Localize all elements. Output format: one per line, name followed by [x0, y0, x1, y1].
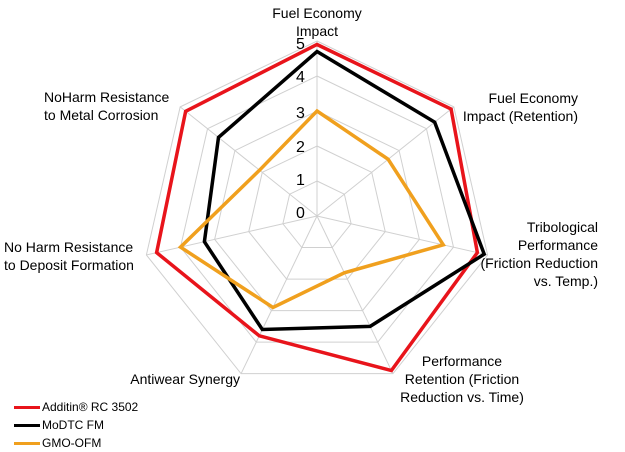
- axis-label-2-line-3: vs. Temp.): [534, 273, 598, 289]
- tick-label-4: 4: [296, 69, 305, 86]
- legend-item-modtc: MoDTC FM: [14, 416, 138, 434]
- grid-spoke-2: [316, 215, 488, 256]
- grid-ring-2: [248, 145, 386, 280]
- axis-label-3-line-2: Reduction vs. Time): [400, 389, 524, 405]
- grid-ring-1: [282, 180, 352, 249]
- legend-swatch-modtc: [14, 423, 40, 427]
- grid-ring-4: [179, 75, 455, 343]
- axis-label-1-line-1: Impact (Retention): [463, 108, 578, 124]
- legend-label-modtc: MoDTC FM: [42, 418, 104, 432]
- axis-label-3-line-1: Retention (Friction: [405, 371, 519, 387]
- grid-spoke-1: [316, 106, 455, 217]
- axis-label-2-line-2: (Friction Reduction: [481, 255, 599, 271]
- legend-label-gmo: GMO-OFM: [42, 436, 102, 450]
- axis-label-2-line-1: Performance: [518, 237, 598, 253]
- axis-label-6-line-0: NoHarm Resistance: [44, 89, 169, 105]
- axis-label-5-line-1: to Deposit Formation: [4, 257, 134, 273]
- axis-label-2-line-0: Tribological: [527, 219, 598, 235]
- legend-swatch-gmo: [14, 441, 40, 445]
- legend-label-additin: Additin® RC 3502: [42, 400, 139, 414]
- grid-ring-5: [145, 40, 489, 375]
- axis-label-0-line-1: Impact: [296, 23, 338, 39]
- axis-label-0-line-0: Fuel Economy: [272, 5, 361, 21]
- grid-ring-3: [214, 110, 420, 312]
- legend-swatch-additin: [14, 405, 40, 409]
- series-line-2: [177, 108, 447, 310]
- axis-label-4-line-0: Antiwear Synergy: [130, 371, 240, 387]
- grid-spoke-3: [316, 215, 394, 374]
- legend: Additin® RC 3502 MoDTC FM GMO-OFM: [14, 398, 138, 452]
- tick-label-3: 3: [296, 105, 305, 122]
- grid-spoke-6: [179, 106, 318, 217]
- radar-grid: [145, 40, 489, 375]
- series-line-1: [202, 49, 487, 332]
- axis-label-6-line-1: to Metal Corrosion: [44, 107, 158, 123]
- axis-label-1-line-0: Fuel Economy: [489, 90, 578, 106]
- legend-item-gmo: GMO-OFM: [14, 434, 138, 452]
- tick-label-1: 1: [296, 172, 305, 189]
- tick-label-5: 5: [296, 36, 305, 53]
- tick-label-2: 2: [296, 139, 305, 156]
- grid-spoke-5: [146, 215, 318, 256]
- series-line-0: [154, 42, 480, 373]
- radar-ticks: 0 1 2 3 4 5: [296, 36, 305, 222]
- axis-label-3-line-0: Performance: [422, 353, 502, 369]
- radar-series: [154, 42, 487, 373]
- axis-label-5-line-0: No Harm Resistance: [4, 239, 133, 255]
- tick-label-0: 0: [296, 205, 305, 222]
- axis-labels: Fuel Economy Impact Fuel Economy Impact (Re…: [4, 5, 598, 405]
- legend-item-additin: Additin® RC 3502: [14, 398, 138, 416]
- grid-spoke-4: [240, 215, 318, 374]
